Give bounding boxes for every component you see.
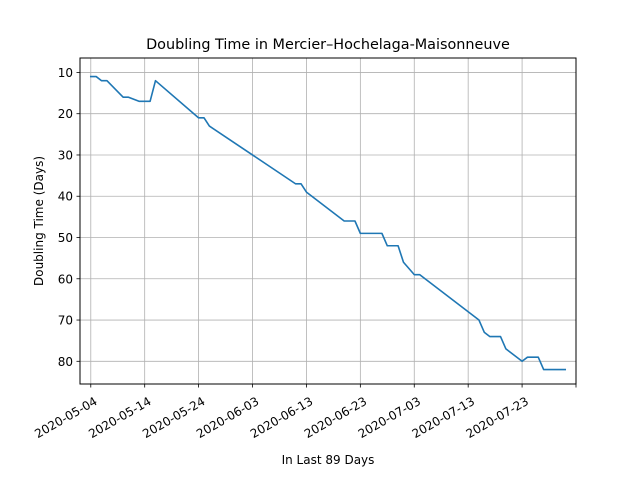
y-tick-label: 30 [58, 148, 73, 162]
y-tick-label: 60 [58, 272, 73, 286]
y-tick-label: 50 [58, 231, 73, 245]
series-line [89, 75, 567, 371]
y-axis-label: Doubling Time (Days) [32, 156, 46, 286]
y-tick-label: 10 [58, 66, 73, 80]
chart-title: Doubling Time in Mercier–Hochelaga-Maiso… [146, 37, 510, 53]
plot-frame [79, 57, 577, 385]
x-axis-label: In Last 89 Days [282, 453, 375, 467]
y-tick-label: 40 [58, 190, 73, 204]
y-tick-label: 80 [58, 355, 73, 369]
data-layer [89, 75, 567, 371]
y-tick-label: 20 [58, 107, 73, 121]
y-tick-label: 70 [58, 314, 73, 328]
